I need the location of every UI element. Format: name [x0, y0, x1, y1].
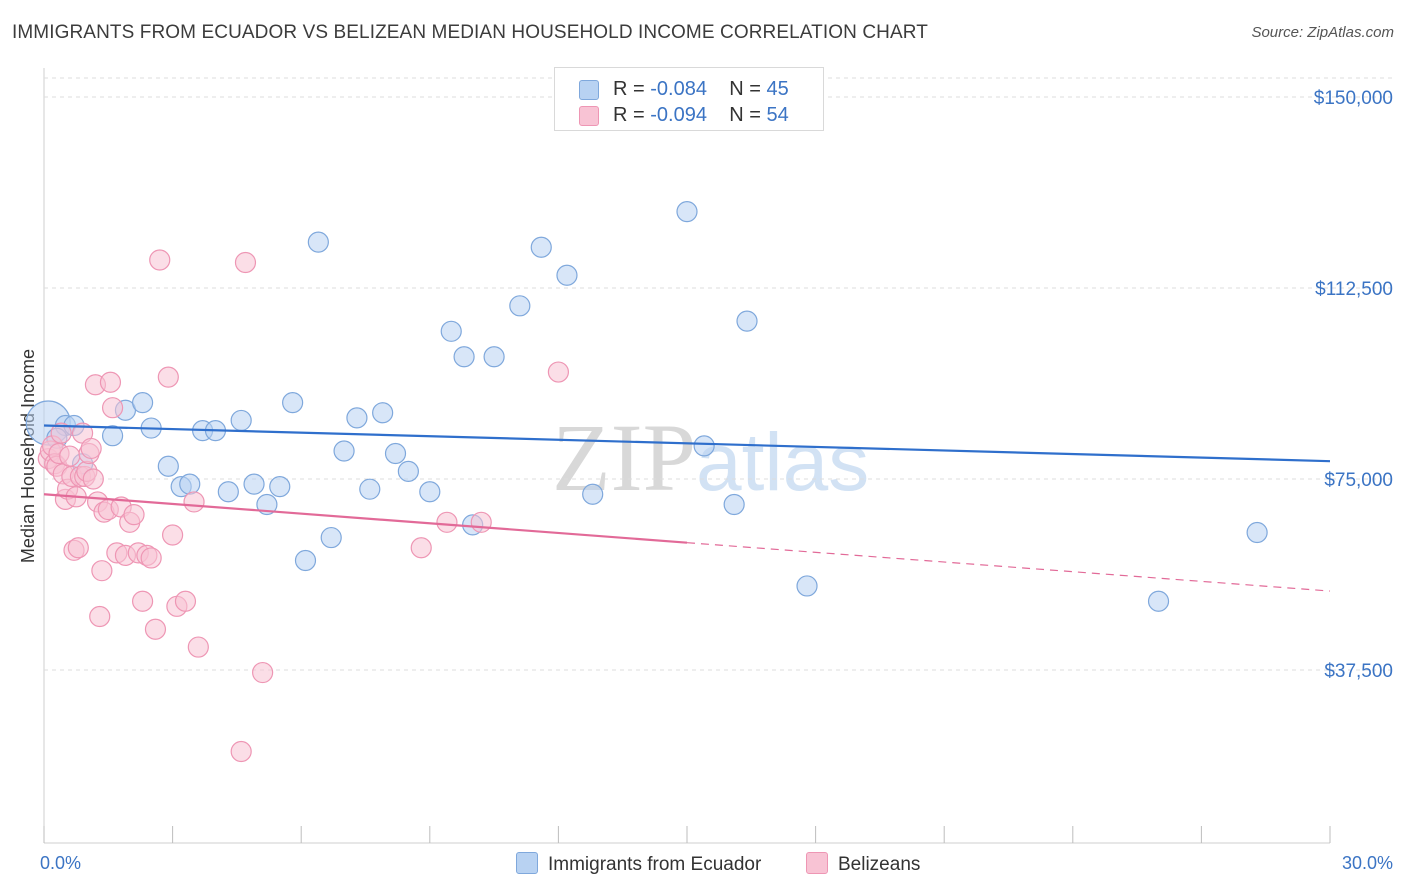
- correlation-legend: R = -0.084 N = 45 R = -0.094 N = 54: [554, 67, 824, 131]
- data-point-blue: [530, 236, 552, 258]
- trend-line-pink: [43, 493, 688, 544]
- data-point-pink: [149, 249, 171, 271]
- bottom-legend-label-belizean: Belizeans: [838, 854, 921, 875]
- y-tick-label: $112,500: [1315, 279, 1393, 300]
- legend-swatch-blue: [579, 80, 599, 100]
- data-point-blue: [346, 407, 368, 429]
- data-point-blue: [723, 493, 745, 516]
- data-point-pink: [123, 504, 145, 526]
- data-point-pink: [234, 251, 257, 274]
- data-point-blue: [582, 483, 604, 505]
- source-label: Source: ZipAtlas.com: [1251, 24, 1394, 41]
- data-point-blue: [131, 392, 154, 414]
- data-point-pink: [101, 397, 124, 419]
- data-point-pink: [91, 560, 113, 582]
- data-point-blue: [243, 473, 265, 495]
- watermark-zip: ZIP: [552, 404, 696, 511]
- data-point-pink: [183, 491, 205, 513]
- data-point-pink: [99, 371, 122, 393]
- data-point-blue: [256, 493, 278, 516]
- legend-swatch-pink: [579, 106, 599, 126]
- data-point-blue: [440, 320, 462, 342]
- data-point-pink: [436, 511, 458, 533]
- data-point-blue: [217, 481, 239, 503]
- data-point-blue: [384, 442, 407, 465]
- data-point-blue: [372, 402, 394, 424]
- data-point-blue: [269, 476, 291, 498]
- legend-r-label: R =: [613, 78, 651, 100]
- legend-n-value: 45: [766, 78, 789, 100]
- data-point-blue: [1246, 521, 1268, 544]
- data-point-pink: [144, 618, 167, 640]
- data-point-blue: [101, 425, 124, 447]
- data-point-blue: [397, 460, 419, 482]
- trend-line-extension-pink: [686, 542, 1331, 592]
- watermark-atlas: atlas: [696, 417, 870, 508]
- y-axis-label: Median Household Income: [18, 349, 38, 563]
- data-point-blue: [483, 346, 505, 368]
- legend-r-value: -0.094: [650, 104, 707, 126]
- bottom-legend-belizean: Belizeans: [806, 852, 920, 876]
- data-point-pink: [67, 537, 89, 559]
- bottom-legend-swatch-blue: [516, 852, 538, 874]
- data-point-blue: [1147, 590, 1170, 612]
- data-point-pink: [470, 511, 492, 533]
- data-point-pink: [82, 468, 104, 490]
- y-tick-label: $150,000: [1314, 88, 1393, 109]
- data-point-pink: [50, 422, 72, 444]
- chart-title: IMMIGRANTS FROM ECUADOR VS BELIZEAN MEDI…: [12, 22, 928, 43]
- bottom-legend-ecuador: Immigrants from Ecuador: [516, 852, 761, 876]
- bottom-legend-swatch-pink: [806, 852, 828, 874]
- legend-r-label: R =: [613, 104, 651, 126]
- legend-n-label: N =: [729, 78, 767, 100]
- x-tick-label-max: 30.0%: [1342, 853, 1393, 873]
- data-point-blue: [736, 310, 758, 332]
- data-point-pink: [174, 590, 197, 612]
- data-point-pink: [131, 590, 154, 612]
- data-point-pink: [230, 740, 252, 763]
- data-point-pink: [80, 437, 102, 460]
- legend-n-label: N =: [729, 104, 767, 126]
- data-point-pink: [140, 547, 162, 569]
- data-point-pink: [162, 524, 184, 546]
- data-point-blue: [509, 295, 531, 317]
- x-tick-label-min: 0.0%: [40, 853, 81, 873]
- trend-line-blue: [43, 424, 1331, 463]
- data-point-blue: [419, 481, 441, 503]
- data-point-pink: [410, 537, 432, 559]
- data-point-pink: [187, 636, 209, 658]
- data-point-pink: [252, 661, 274, 684]
- data-point-blue: [157, 455, 179, 477]
- watermark: ZIPatlas: [552, 402, 869, 513]
- y-tick-label: $75,000: [1324, 470, 1393, 491]
- data-point-blue: [230, 409, 252, 432]
- data-point-blue: [320, 526, 342, 549]
- data-point-blue: [179, 473, 201, 495]
- bottom-legend-label-ecuador: Immigrants from Ecuador: [548, 854, 762, 875]
- data-point-pink: [89, 605, 111, 628]
- data-point-blue: [294, 549, 317, 572]
- data-point-blue: [333, 440, 355, 462]
- data-point-pink: [157, 366, 179, 388]
- data-point-blue: [359, 478, 381, 500]
- data-point-pink: [547, 361, 570, 383]
- data-point-blue: [796, 575, 818, 597]
- y-tick-label: $37,500: [1324, 661, 1393, 682]
- legend-r-value: -0.084: [650, 78, 707, 100]
- data-point-blue: [556, 264, 578, 286]
- data-point-blue: [307, 231, 329, 253]
- data-point-pink: [59, 445, 81, 467]
- legend-n-value: 54: [766, 104, 789, 126]
- data-point-blue: [282, 392, 304, 414]
- data-point-blue: [676, 201, 698, 223]
- data-point-blue: [693, 435, 715, 457]
- data-point-blue: [453, 346, 475, 368]
